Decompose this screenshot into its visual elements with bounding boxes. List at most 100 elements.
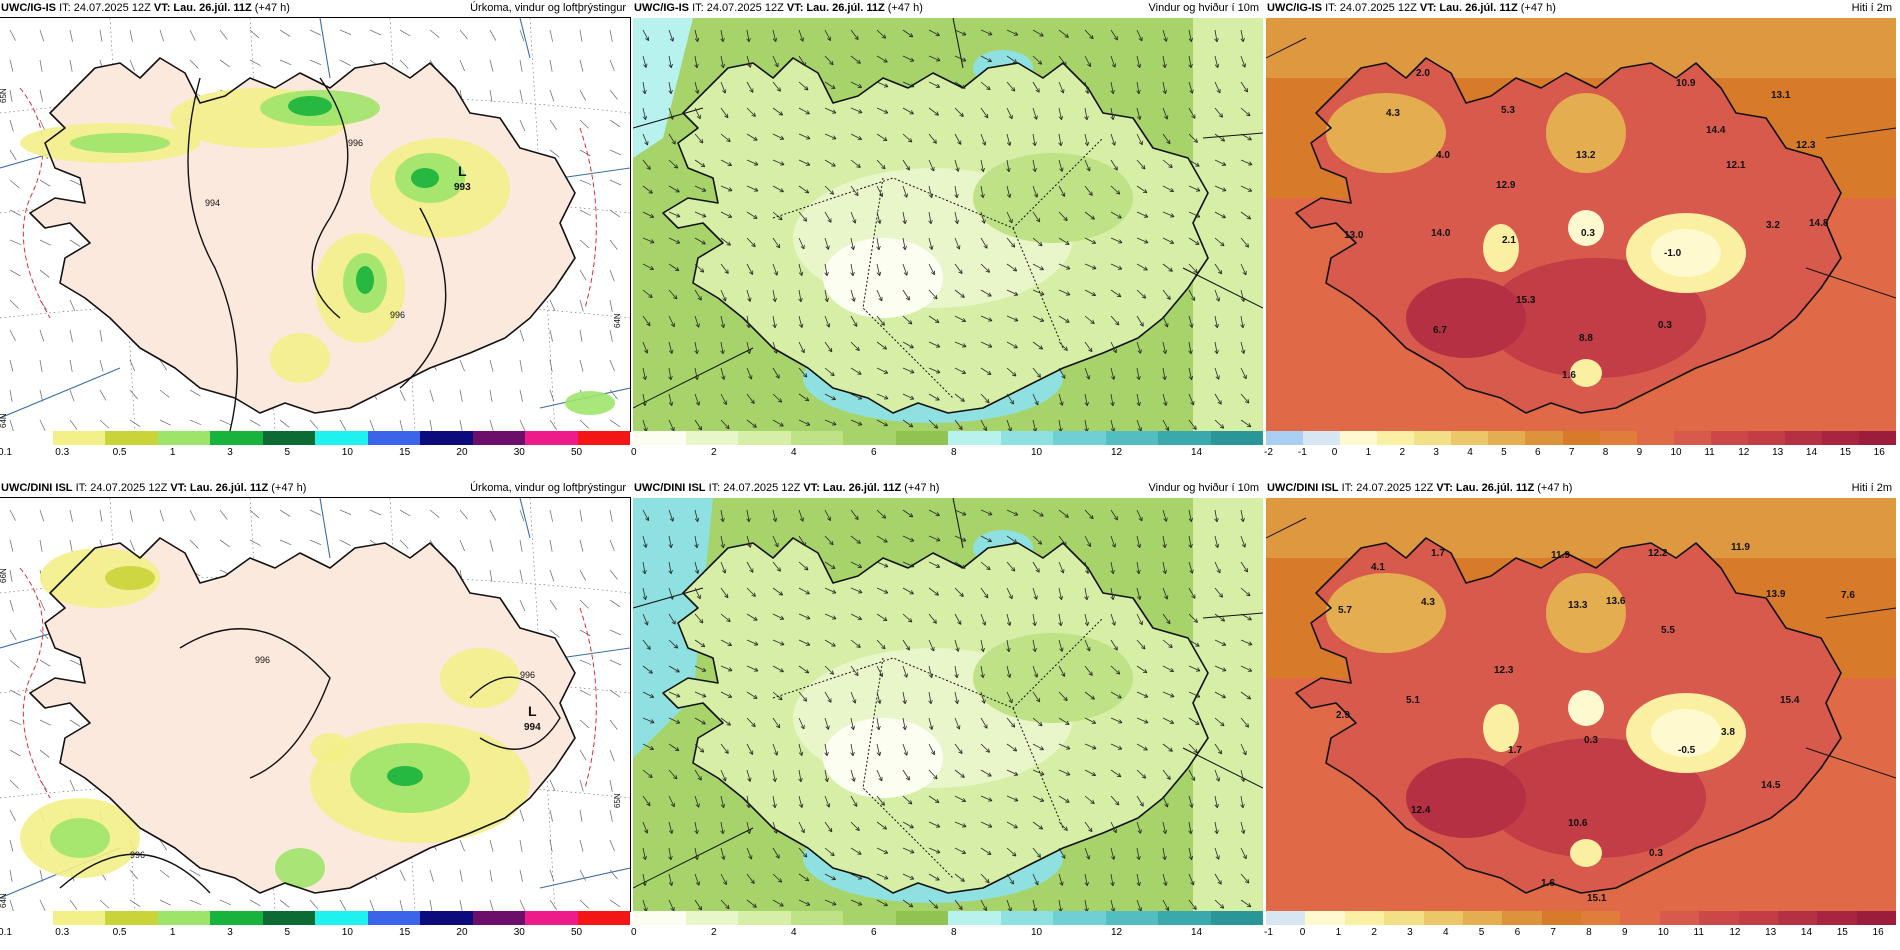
init-time: IT: 24.07.2025 12Z: [692, 2, 784, 14]
colorbar-tick: 0.1: [0, 447, 12, 458]
colorbar-tick: 5: [284, 447, 291, 458]
init-time: IT: 24.07.2025 12Z: [1325, 2, 1417, 14]
lead-time: (+47 h): [904, 482, 940, 494]
map-canvas: [633, 18, 1263, 431]
colorbar-segment: [1821, 431, 1859, 445]
colorbar-segment: [157, 431, 210, 445]
colorbar-tick: 6: [871, 447, 877, 458]
colorbar-segment: [1462, 911, 1503, 925]
low-pressure-value: 994: [524, 722, 541, 733]
colorbar-tick: 0.5: [112, 927, 127, 938]
isobar: [399, 207, 447, 389]
latitude-label: 64N: [0, 413, 8, 428]
colorbar-segment: [1541, 911, 1581, 925]
colorbar-segment: [1599, 431, 1637, 445]
colorbar-segment: [1525, 431, 1563, 445]
panel-ig-temp: UWC/IG-IS IT: 24.07.2025 12Z VT: Lau. 26…: [1264, 0, 1897, 465]
temperature-value: 13.6: [1606, 596, 1626, 607]
colorbar-segment: [1266, 911, 1306, 925]
colorbar: [0, 911, 630, 925]
temperature-value: 4.1: [1371, 562, 1385, 573]
colorbar-tick: 10: [1031, 927, 1043, 938]
temperature-value: 1.6: [1562, 370, 1576, 381]
map-precip: 996 994 996 L 993 65N 64N 64N: [0, 17, 631, 432]
panel-title: UWC/DINI ISL IT: 24.07.2025 12Z VT: Lau.…: [0, 480, 630, 497]
temperature-value: 8.8: [1579, 333, 1593, 344]
panel-dini-temp: UWC/DINI ISL IT: 24.07.2025 12Z VT: Lau.…: [1264, 480, 1896, 945]
colorbar-segment: [262, 431, 315, 445]
colorbar-segment: [738, 431, 791, 445]
temperature-value: 4.3: [1421, 597, 1435, 608]
colorbar-tick: 4: [1442, 927, 1449, 938]
map-wind: [633, 18, 1263, 431]
colorbar-segment: [1451, 431, 1489, 445]
model-name: UWC/DINI ISL: [634, 482, 706, 494]
colorbar-ticks: 0.1 0.3 0.5 1 3 5 10 15 20 30 50: [0, 927, 630, 941]
map-canvas: 1.7 4.1 11.9 12.2 11.9 5.7 4.3 13.3 13.6 13.9 7.6 5…: [1266, 498, 1896, 911]
temperature-value: 1.7: [1508, 745, 1522, 756]
colorbar-tick: 5: [1501, 447, 1507, 458]
temperature-value: 0.3: [1658, 320, 1672, 331]
temperature-value: -0.5: [1678, 745, 1696, 756]
colorbar-tick: 20: [456, 927, 468, 938]
panel-title: UWC/DINI ISL IT: 24.07.2025 12Z VT: Lau.…: [1266, 480, 1896, 497]
colorbar-segment: [1105, 431, 1158, 445]
colorbar-tick: 3: [227, 447, 233, 458]
colorbar-tick: 12: [1111, 447, 1123, 458]
colorbar-segment: [472, 431, 525, 445]
valid-time: Lau. 26.júl. 11Z: [1439, 2, 1518, 14]
colorbar-segment: [1105, 911, 1158, 925]
colorbar-tick: 16: [1872, 927, 1884, 938]
isobar-label: 996: [130, 850, 145, 860]
colorbar-tick: 8: [951, 927, 957, 938]
lead-time: (+47 h): [887, 2, 923, 14]
colorbar-segment: [1859, 431, 1897, 445]
temperature-value: 13.2: [1576, 150, 1596, 161]
low-pressure-marker: L: [458, 163, 467, 179]
init-time: IT: 24.07.2025 12Z: [1341, 482, 1434, 494]
colorbar-segment: [105, 911, 158, 925]
colorbar-segment: [843, 431, 896, 445]
temperature-value: 12.3: [1796, 140, 1816, 151]
colorbar-tick: 14: [1191, 447, 1203, 458]
colorbar-segment: [210, 911, 263, 925]
model-name: UWC/DINI ISL: [1, 482, 73, 494]
colorbar-segment: [738, 911, 791, 925]
lead-time: (+47 h): [1537, 482, 1573, 494]
init-time: IT: 24.07.2025 12Z: [59, 2, 151, 14]
temperature-value: 13.3: [1568, 600, 1588, 611]
lead-time: (+47 h): [1520, 2, 1556, 14]
colorbar: [1266, 911, 1896, 925]
field-name: Vindur og hviður í 10m: [1148, 2, 1259, 14]
colorbar-tick: -1: [1297, 447, 1307, 458]
temperature-value: 1.6: [1541, 878, 1555, 889]
colorbar-tick: 12: [1738, 447, 1750, 458]
colorbar-tick: 0.3: [55, 927, 70, 938]
colorbar-tick: 11: [1704, 447, 1715, 458]
colorbar-segment: [1303, 431, 1341, 445]
colorbar: [1266, 431, 1897, 445]
field-name: Vindur og hviður í 10m: [1148, 482, 1259, 494]
model-name: UWC/IG-IS: [634, 2, 689, 14]
colorbar-segment: [685, 431, 738, 445]
colorbar-tick: 11: [1693, 927, 1704, 938]
lead-time: (+47 h): [254, 2, 290, 14]
colorbar-tick: -1: [1264, 927, 1273, 938]
map-canvas: 996 994 996 L 993 65N 64N 64N: [0, 18, 630, 431]
map-temp: 1.7 4.1 11.9 12.2 11.9 5.7 4.3 13.3 13.6 13.9 7.6 5…: [1266, 498, 1896, 911]
vt-prefix: VT:: [786, 2, 804, 14]
colorbar-segment: [1053, 911, 1106, 925]
colorbar-tick: 50: [571, 447, 583, 458]
colorbar-tick: 0.1: [0, 927, 12, 938]
temperature-value: 12.4: [1411, 805, 1431, 816]
colorbar-tick: 10: [341, 927, 353, 938]
colorbar-tick: 0.3: [55, 447, 70, 458]
colorbar-tick: 6: [1534, 447, 1541, 458]
colorbar-tick: 2: [711, 447, 717, 458]
valid-time: Lau. 26.júl. 11Z: [806, 2, 885, 14]
colorbar-tick: 7: [1550, 927, 1556, 938]
temperature-value: 14.4: [1706, 125, 1726, 136]
colorbar-tick: 0: [1299, 927, 1306, 938]
colorbar-tick: 10: [1031, 447, 1043, 458]
colorbar-tick: 3: [1433, 447, 1439, 458]
